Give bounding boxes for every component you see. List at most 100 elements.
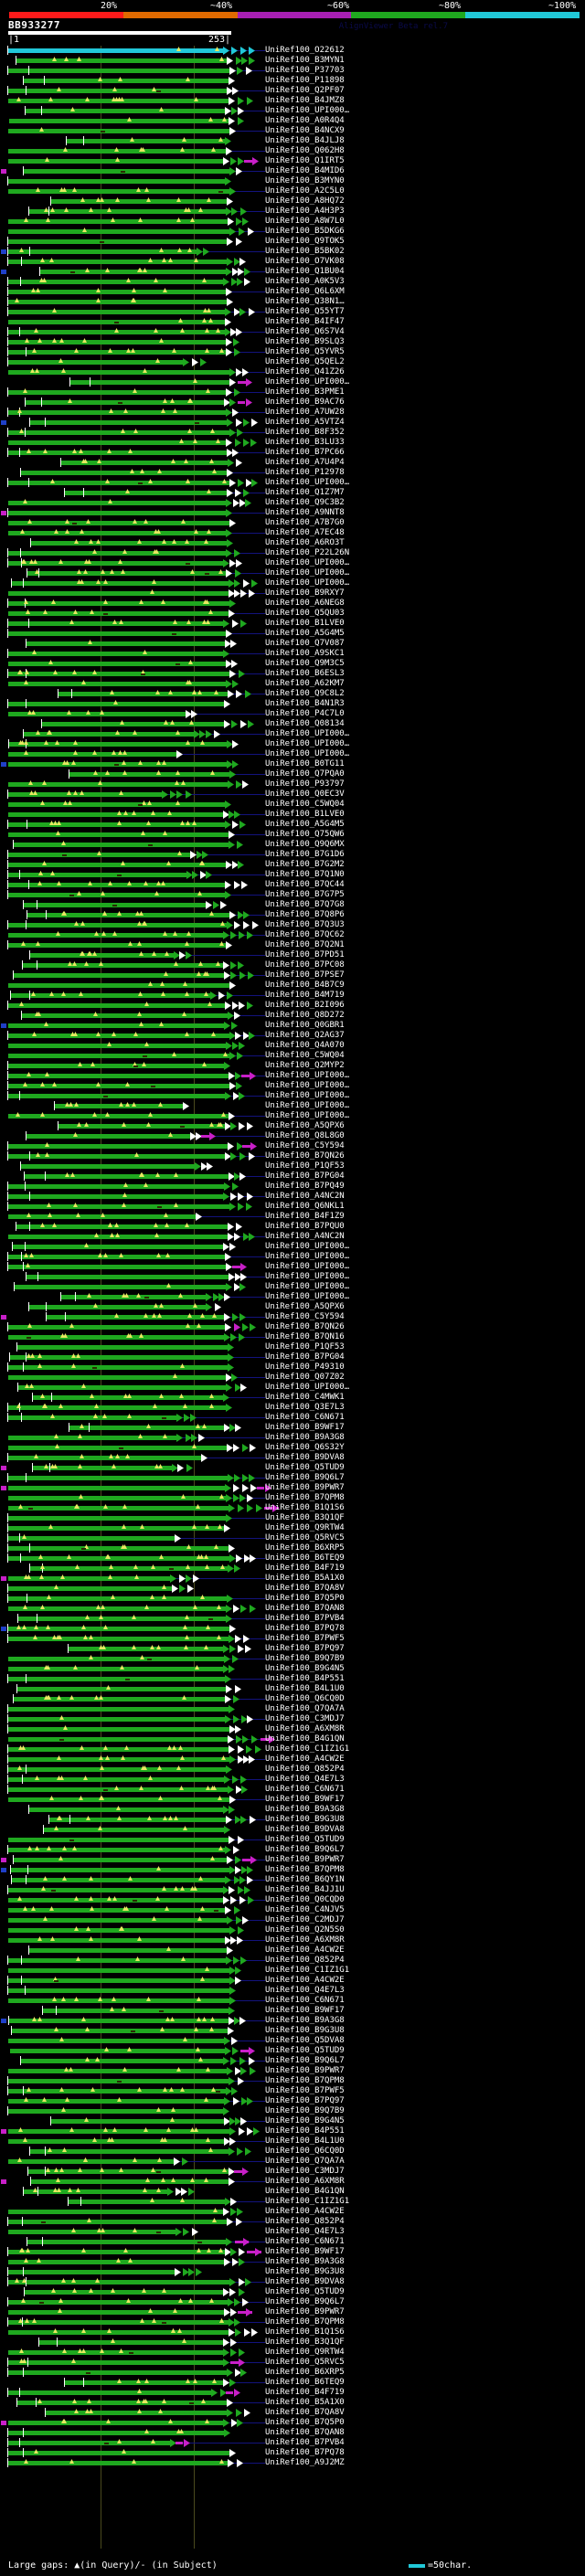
alignment-row[interactable]: UniRef100_B4P551 bbox=[0, 1674, 585, 1684]
subject-accession-label[interactable]: UniRef100_B7QAN8 bbox=[265, 1604, 345, 1613]
subject-accession-label[interactable]: UniRef100_B4L1U0 bbox=[265, 1684, 345, 1693]
subject-accession-label[interactable]: UniRef100_UPI000… bbox=[265, 558, 350, 567]
alignment-row[interactable]: UniRef100_B6TEQ9 bbox=[0, 2378, 585, 2388]
hsp-bar[interactable] bbox=[8, 410, 228, 415]
alignment-row[interactable]: UniRef100_Q0GBR1 bbox=[0, 1021, 585, 1031]
subject-accession-label[interactable]: UniRef100_B4L1U0 bbox=[265, 2136, 345, 2146]
subject-accession-label[interactable]: UniRef100_B4F719 bbox=[265, 1564, 345, 1573]
alignment-row[interactable]: UniRef100_B7QA8V bbox=[0, 2408, 585, 2418]
subject-accession-label[interactable]: UniRef100_B9A3G8 bbox=[265, 1433, 345, 1442]
hsp-bar[interactable] bbox=[8, 1596, 229, 1601]
subject-accession-label[interactable]: UniRef100_B7PSE7 bbox=[265, 970, 345, 980]
alignment-row[interactable]: UniRef100_UPI000… bbox=[0, 749, 585, 759]
subject-accession-label[interactable]: UniRef100_A9SKC1 bbox=[265, 649, 345, 658]
subject-accession-label[interactable]: UniRef100_B7QA8V bbox=[265, 1584, 345, 1593]
alignment-row[interactable]: UniRef100_B7QN26 bbox=[0, 1322, 585, 1332]
alignment-row[interactable]: UniRef100_B8F352 bbox=[0, 428, 585, 438]
hsp-bar[interactable] bbox=[8, 2109, 225, 2114]
alignment-row[interactable]: UniRef100_Q55YT7 bbox=[0, 307, 585, 317]
alignment-row[interactable]: UniRef100_B1LVE0 bbox=[0, 619, 585, 629]
alignment-row[interactable]: UniRef100_A6RO3T bbox=[0, 538, 585, 548]
alignment-row[interactable]: UniRef100_C3MDJ7 bbox=[0, 2167, 585, 2177]
subject-accession-label[interactable]: UniRef100_C1IZ1G1 bbox=[265, 1744, 350, 1754]
subject-accession-label[interactable]: UniRef100_Q8L8G0 bbox=[265, 1131, 345, 1140]
hsp-bar[interactable] bbox=[8, 2431, 226, 2435]
alignment-row[interactable]: UniRef100_B7Q3U3 bbox=[0, 920, 585, 930]
alignment-row[interactable]: UniRef100_Q2N5S0 bbox=[0, 1925, 585, 1935]
alignment-row[interactable]: UniRef100_B5DKG6 bbox=[0, 227, 585, 237]
alignment-row[interactable]: UniRef100_B4M719 bbox=[0, 991, 585, 1001]
hsp-bar[interactable] bbox=[8, 1848, 227, 1852]
hsp-bar[interactable] bbox=[27, 1275, 230, 1279]
hsp-bar[interactable] bbox=[8, 2220, 229, 2224]
alignment-row[interactable]: UniRef100_B3Q1QF bbox=[0, 2337, 585, 2348]
subject-accession-label[interactable]: UniRef100_B7Q2N1 bbox=[265, 940, 345, 949]
alignment-row[interactable]: UniRef100_C5WQ04 bbox=[0, 800, 585, 810]
subject-accession-label[interactable]: UniRef100_UPI000… bbox=[265, 1091, 350, 1100]
subject-accession-label[interactable]: UniRef100_Q5TUD9 bbox=[265, 1835, 345, 1844]
hsp-bar[interactable] bbox=[8, 1968, 231, 1973]
subject-accession-label[interactable]: UniRef100_B9Q7B9 bbox=[265, 1654, 345, 1663]
subject-accession-label[interactable]: UniRef100_P4C7L0 bbox=[265, 709, 345, 718]
subject-accession-label[interactable]: UniRef100_B9WF17 bbox=[265, 2006, 345, 2015]
alignment-row[interactable]: UniRef100_B3MYN0 bbox=[0, 176, 585, 186]
hsp-bar[interactable] bbox=[8, 812, 225, 817]
subject-accession-label[interactable]: UniRef100_B7G2M2 bbox=[265, 860, 345, 869]
alignment-row[interactable]: UniRef100_B7PVB4 bbox=[0, 1614, 585, 1624]
alignment-row[interactable]: UniRef100_C6N671 bbox=[0, 1785, 585, 1795]
alignment-row[interactable]: UniRef100_Q4E7L3 bbox=[0, 1986, 585, 1996]
hsp-bar[interactable] bbox=[67, 139, 227, 143]
subject-accession-label[interactable]: UniRef100_B9SLQ3 bbox=[265, 337, 345, 346]
alignment-row[interactable]: UniRef100_Q6NKL1 bbox=[0, 1202, 585, 1212]
subject-accession-label[interactable]: UniRef100_P12978 bbox=[265, 468, 345, 477]
alignment-row[interactable]: UniRef100_B9DVA8 bbox=[0, 2277, 585, 2287]
alignment-row[interactable]: UniRef100_B9Q6L7 bbox=[0, 2297, 585, 2307]
hsp-bar[interactable] bbox=[8, 2089, 228, 2094]
hsp-bar[interactable] bbox=[8, 782, 229, 787]
subject-accession-label[interactable]: UniRef100_Q41Z26 bbox=[265, 367, 345, 376]
hsp-bar[interactable] bbox=[8, 260, 229, 264]
alignment-row[interactable]: UniRef100_B7PQ49 bbox=[0, 1182, 585, 1192]
hsp-bar[interactable] bbox=[8, 832, 230, 837]
subject-accession-label[interactable]: UniRef100_Q3E7L3 bbox=[265, 1403, 345, 1412]
subject-accession-label[interactable]: UniRef100_C1IZ1G1 bbox=[265, 1966, 350, 1975]
subject-accession-label[interactable]: UniRef100_B9Q6L7 bbox=[265, 1473, 345, 1482]
hsp-bar[interactable] bbox=[8, 2330, 230, 2335]
subject-accession-label[interactable]: UniRef100_B6TEQ9 bbox=[265, 1553, 345, 1563]
subject-accession-label[interactable]: UniRef100_UPI000… bbox=[265, 1282, 350, 1291]
alignment-row[interactable]: UniRef100_UPI000… bbox=[0, 1111, 585, 1121]
hsp-bar[interactable] bbox=[8, 1667, 225, 1671]
hsp-bar[interactable] bbox=[8, 1757, 231, 1762]
hsp-bar[interactable] bbox=[8, 2390, 213, 2395]
alignment-row[interactable]: UniRef100_B7PG04 bbox=[0, 1352, 585, 1362]
subject-accession-label[interactable]: UniRef100_A8W7L0 bbox=[265, 217, 345, 226]
hsp-bar[interactable] bbox=[16, 58, 229, 63]
hsp-bar[interactable] bbox=[8, 1727, 231, 1732]
subject-accession-label[interactable]: UniRef100_Q4A070 bbox=[265, 1041, 345, 1050]
alignment-row[interactable]: UniRef100_B9PWR7 bbox=[0, 2066, 585, 2076]
hsp-bar[interactable] bbox=[12, 581, 230, 586]
alignment-row[interactable]: UniRef100_A4CW2E bbox=[0, 1754, 585, 1765]
hsp-bar[interactable] bbox=[8, 290, 228, 294]
subject-accession-label[interactable]: UniRef100_Q6S32Y bbox=[265, 1443, 345, 1452]
alignment-row[interactable]: UniRef100_A5G4M5 bbox=[0, 629, 585, 639]
subject-accession-label[interactable]: UniRef100_UPI000… bbox=[265, 749, 350, 758]
subject-accession-label[interactable]: UniRef100_B3MYN1 bbox=[265, 56, 345, 65]
subject-accession-label[interactable]: UniRef100_A6RO3T bbox=[265, 538, 345, 547]
subject-accession-label[interactable]: UniRef100_Q4E7L3 bbox=[265, 2227, 345, 2236]
hsp-bar[interactable] bbox=[8, 2069, 229, 2073]
alignment-row[interactable]: UniRef100_Q7QA7A bbox=[0, 1704, 585, 1714]
alignment-row[interactable]: UniRef100_B7Q5P0 bbox=[0, 1594, 585, 1604]
hsp-bar[interactable] bbox=[9, 119, 230, 123]
hsp-bar[interactable] bbox=[31, 541, 229, 546]
hsp-bar[interactable] bbox=[14, 1697, 227, 1701]
hsp-bar[interactable] bbox=[21, 1164, 197, 1169]
hsp-bar[interactable] bbox=[26, 400, 226, 405]
alignment-row[interactable]: UniRef100_Q4E7L3 bbox=[0, 2227, 585, 2237]
hsp-bar[interactable] bbox=[11, 1868, 231, 1872]
subject-accession-label[interactable]: UniRef100_Q08134 bbox=[265, 719, 345, 728]
subject-accession-label[interactable]: UniRef100_B7PQ78 bbox=[265, 2448, 345, 2457]
hsp-bar[interactable] bbox=[22, 1013, 229, 1018]
subject-accession-label[interactable]: UniRef100_B7QPM8 bbox=[265, 2317, 345, 2327]
subject-accession-label[interactable]: UniRef100_UPI000… bbox=[265, 1071, 350, 1080]
